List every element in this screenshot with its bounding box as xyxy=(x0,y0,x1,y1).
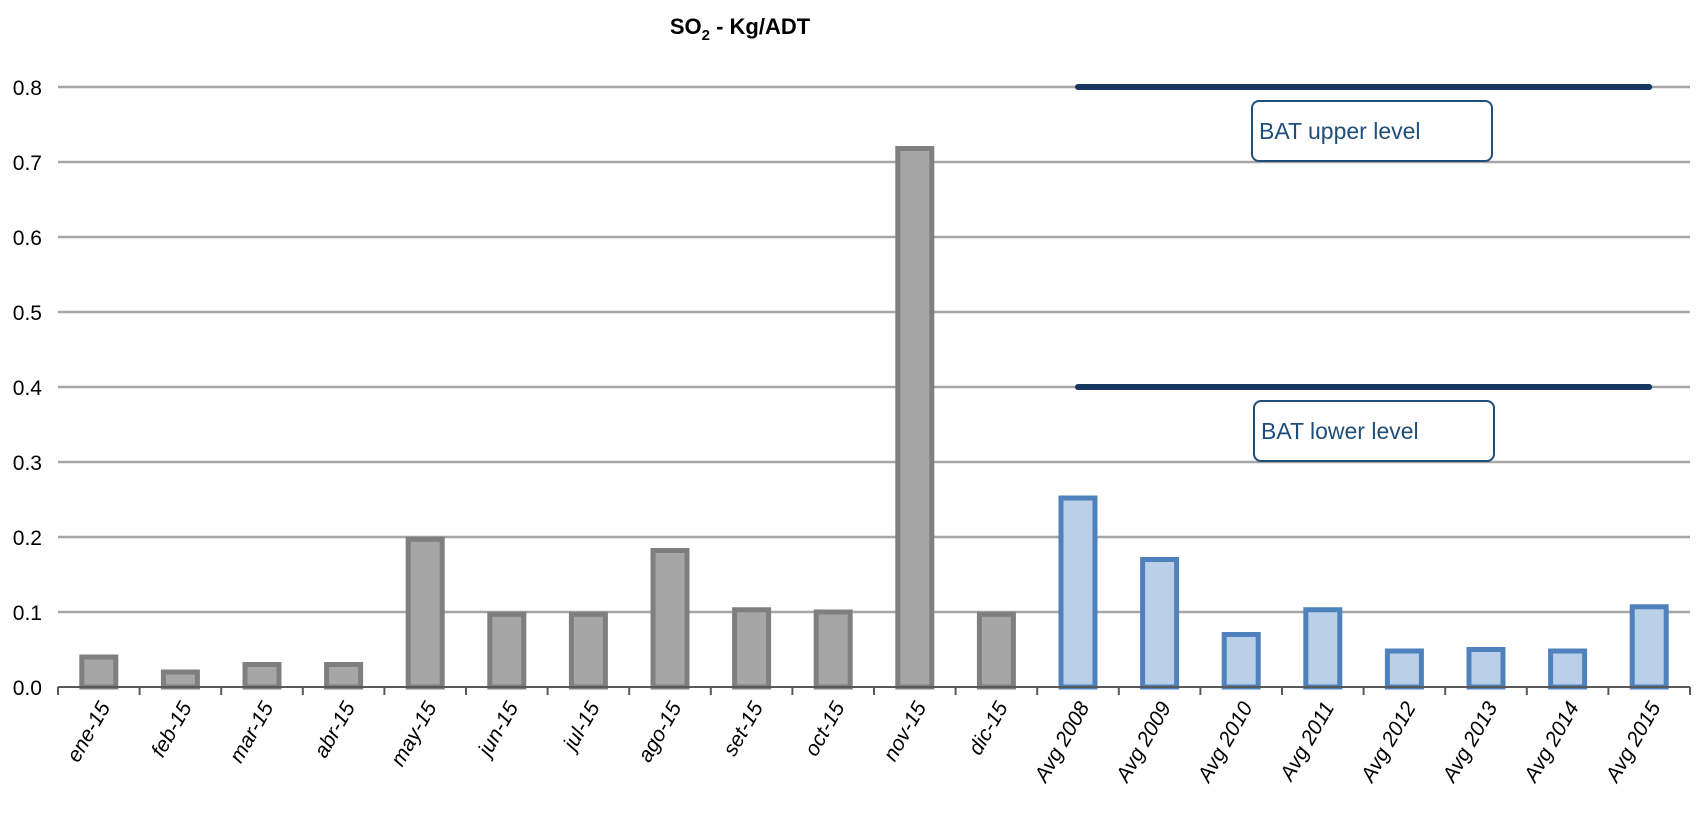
x-tick-label: oct-15 xyxy=(800,698,849,760)
x-tick-label: feb-15 xyxy=(147,698,197,761)
bar-avg-2008 xyxy=(1058,495,1098,690)
bar-may-15 xyxy=(405,536,445,690)
y-tick-label: 0.0 xyxy=(13,677,42,700)
y-tick-label: 0.6 xyxy=(13,227,42,250)
bat-label-text: BAT lower level xyxy=(1261,418,1419,444)
x-tick-label: Avg 2013 xyxy=(1437,698,1502,788)
bar-avg-2013 xyxy=(1466,647,1506,690)
bar-avg-2012 xyxy=(1384,648,1424,690)
x-tick-label: set-15 xyxy=(719,698,768,760)
x-tick-label: nov-15 xyxy=(879,698,931,765)
x-axis-ticks: ene-15 feb-15 mar-15 abr-15 may-15 jun-15 jul-… xyxy=(63,698,1666,788)
bar-set-15 xyxy=(732,607,772,690)
y-tick-label: 0.7 xyxy=(13,152,42,175)
bar-abr-15 xyxy=(324,662,364,690)
x-tick-label: jul-15 xyxy=(558,698,605,757)
y-tick-label: 0.4 xyxy=(13,377,43,400)
bat-label-text: BAT upper level xyxy=(1259,118,1421,144)
chart-title-rest: - Kg/ADT xyxy=(710,14,811,39)
x-tick-label: Avg 2011 xyxy=(1275,698,1339,786)
x-tick-label: Avg 2008 xyxy=(1029,698,1094,788)
x-tick-label: mar-15 xyxy=(225,698,278,767)
x-tick-label: Avg 2014 xyxy=(1519,698,1584,788)
bar-mar-15 xyxy=(242,662,282,690)
y-axis-ticks: 0.0 0.1 0.2 0.3 0.4 0.5 0.6 0.7 0.8 xyxy=(13,77,43,700)
x-tick-label: ene-15 xyxy=(63,698,116,766)
x-tick-label: may-15 xyxy=(387,698,442,770)
bar-nov-15 xyxy=(895,146,935,690)
chart-title-main: SO xyxy=(670,14,702,39)
gridlines xyxy=(58,85,1690,614)
bar-feb-15 xyxy=(160,669,200,690)
y-tick-label: 0.8 xyxy=(13,77,42,100)
bar-jul-15 xyxy=(568,611,608,690)
x-tick-label: Avg 2010 xyxy=(1192,698,1257,788)
x-tick-label: Avg 2009 xyxy=(1111,698,1176,788)
bar-ene-15 xyxy=(79,654,119,690)
chart-title-subscript: 2 xyxy=(702,27,710,44)
x-tick-label: dic-15 xyxy=(964,698,1013,759)
chart-title: SO2 - Kg/ADT xyxy=(670,14,811,44)
bat-label-box xyxy=(1253,400,1495,462)
x-tick-label: abr-15 xyxy=(310,698,360,762)
bar-oct-15 xyxy=(813,609,853,690)
x-tick-label: Avg 2015 xyxy=(1600,698,1665,788)
y-tick-label: 0.3 xyxy=(13,452,42,475)
bar-ago-15 xyxy=(650,548,690,690)
bar-avg-2010 xyxy=(1221,632,1261,690)
x-tick-label: jun-15 xyxy=(473,698,524,763)
x-axis xyxy=(57,686,1691,695)
bar-dic-15 xyxy=(976,611,1016,690)
bar-avg-2014 xyxy=(1548,648,1588,690)
bar-jun-15 xyxy=(487,611,527,690)
bar-avg-2015 xyxy=(1629,604,1669,690)
bar-avg-2009 xyxy=(1140,557,1180,690)
y-tick-label: 0.5 xyxy=(13,302,42,325)
x-tick-label: ago-15 xyxy=(634,698,687,766)
y-tick-label: 0.1 xyxy=(13,602,42,625)
reference-lines: BAT upper level BAT lower level xyxy=(1075,84,1653,462)
x-tick-label: Avg 2012 xyxy=(1356,698,1421,788)
bar-avg-2011 xyxy=(1303,607,1343,690)
y-tick-label: 0.2 xyxy=(13,527,42,550)
bat-label-box xyxy=(1251,100,1493,162)
